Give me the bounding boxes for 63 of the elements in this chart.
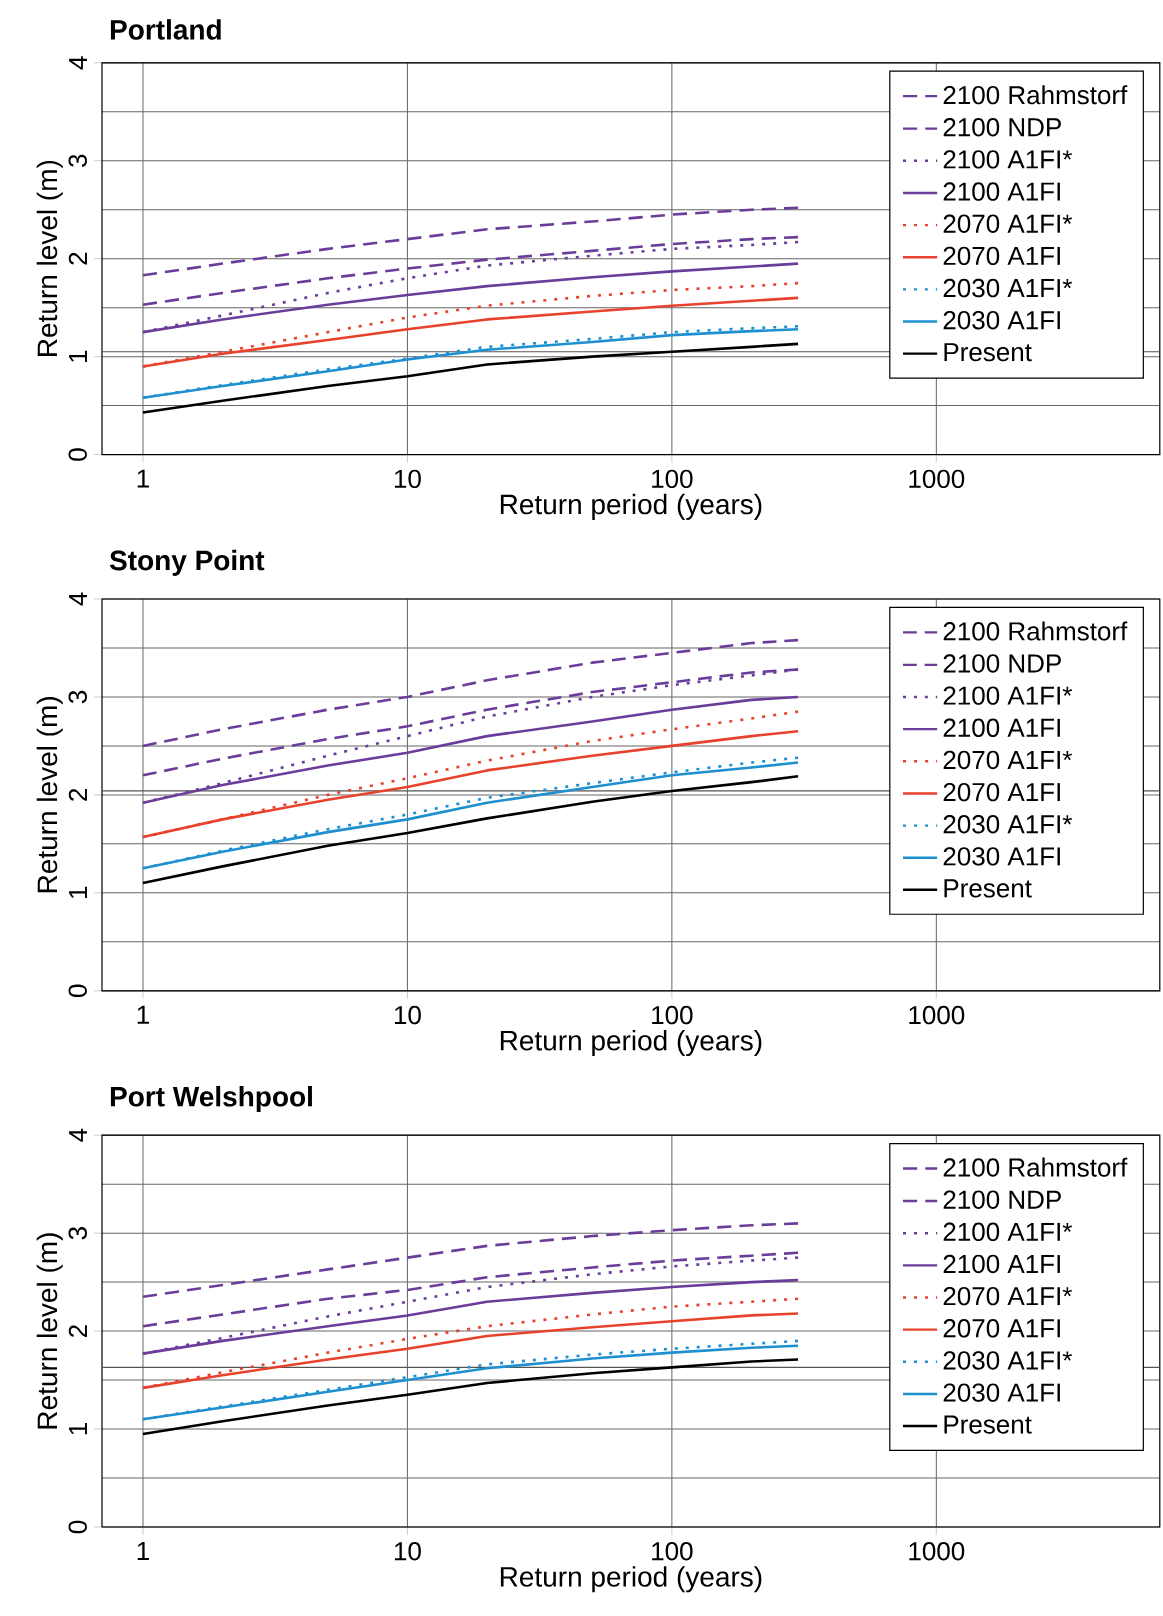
y-axis-title: Return level (m) (36, 160, 63, 356)
x-tick-label: 10 (394, 1542, 421, 1561)
legend-label: 2100 Rahmstorf (943, 621, 1128, 641)
legend-label: 2100 A1FI (943, 1254, 1060, 1274)
y-tick-label: 1 (69, 1423, 87, 1435)
y-tick-label: 2 (68, 252, 87, 265)
legend-label: 2030 A1FI (943, 1383, 1060, 1402)
legend-label: Present (944, 1415, 1032, 1434)
legend-label: 2100 A1FI* (943, 1222, 1073, 1242)
x-tick-label: 1 (137, 1005, 149, 1024)
y-tick-label: 0 (68, 1520, 87, 1534)
legend-label: 2030 A1FI* (943, 1351, 1073, 1370)
legend-label: 2070 A1FI (943, 1319, 1060, 1338)
y-tick-label: 3 (68, 690, 87, 704)
y-tick-label: 0 (68, 448, 87, 461)
x-axis-title: Return period (years) (500, 1029, 762, 1057)
legend-label: 2100 A1FI* (943, 150, 1073, 169)
legend-label: 2070 A1FI (943, 782, 1060, 802)
x-tick-label: 100 (652, 1005, 693, 1025)
legend-label: 2100 A1FI (943, 182, 1060, 201)
legend-label: 2100 A1FI (943, 718, 1060, 737)
legend-label: 2070 A1FI* (943, 1286, 1073, 1306)
x-tick-label: 100 (652, 469, 693, 489)
y-tick-label: 4 (69, 592, 87, 606)
legend-label: 2100 Rahmstorf (943, 85, 1128, 105)
x-tick-label: 100 (652, 1542, 693, 1561)
x-axis-title: Return period (years) (500, 1566, 762, 1593)
legend-label: 2030 A1FI (943, 310, 1060, 330)
x-axis-title: Return period (years) (500, 493, 762, 520)
y-axis-title: Return level (m) (36, 697, 63, 893)
y-tick-label: 1 (69, 350, 87, 362)
legend-label: 2070 A1FI* (943, 750, 1073, 770)
legend-label: 2030 A1FI* (943, 278, 1073, 298)
legend-label: 2070 A1FI* (943, 214, 1073, 233)
y-tick-label: 2 (68, 788, 87, 801)
y-tick-label: 2 (68, 1325, 87, 1338)
legend-label: 2100 NDP (943, 118, 1061, 137)
x-tick-label: 1 (137, 469, 149, 488)
y-axis-title: Return level (m) (36, 1233, 63, 1429)
x-tick-label: 10 (394, 469, 421, 489)
chart-title: Stony Point (109, 549, 265, 576)
chart-title: Port Welshpool (110, 1086, 312, 1113)
legend-label: 2030 A1FI (943, 847, 1060, 866)
chart-title: Portland (110, 19, 221, 40)
legend-label: 2100 A1FI* (943, 686, 1073, 705)
x-tick-label: 1000 (909, 1542, 965, 1561)
legend-label: 2030 A1FI* (943, 815, 1073, 834)
x-tick-label: 1000 (909, 1005, 965, 1025)
y-tick-label: 3 (68, 154, 87, 167)
x-tick-label: 10 (394, 1005, 421, 1025)
x-tick-label: 1000 (909, 469, 965, 489)
legend-label: 2100 NDP (943, 1190, 1061, 1209)
y-tick-label: 1 (69, 886, 87, 899)
x-tick-label: 1 (137, 1542, 149, 1560)
y-tick-label: 4 (69, 56, 87, 70)
legend-label: Present (944, 343, 1032, 362)
y-tick-label: 4 (69, 1128, 87, 1142)
y-tick-label: 0 (68, 984, 87, 998)
legend-label: 2100 Rahmstorf (943, 1157, 1128, 1177)
legend-label: Present (944, 879, 1032, 898)
y-tick-label: 3 (68, 1227, 87, 1240)
legend-label: 2100 NDP (943, 654, 1061, 673)
legend-label: 2070 A1FI (943, 246, 1060, 266)
